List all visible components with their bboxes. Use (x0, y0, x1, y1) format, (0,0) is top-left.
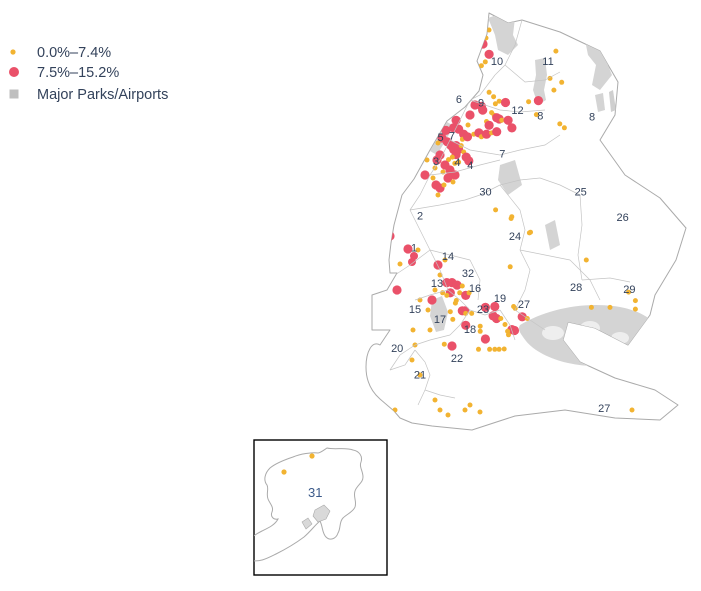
svg-text:7.5%–15.2%: 7.5%–15.2% (37, 65, 119, 81)
svg-text:30: 30 (479, 187, 491, 199)
svg-text:4: 4 (467, 160, 473, 172)
svg-text:29: 29 (623, 284, 635, 296)
svg-text:20: 20 (391, 343, 403, 355)
svg-text:7: 7 (449, 130, 455, 142)
svg-text:23: 23 (477, 304, 489, 316)
svg-text:5: 5 (438, 132, 444, 144)
svg-text:28: 28 (570, 282, 582, 294)
svg-text:10: 10 (491, 56, 503, 68)
svg-text:27: 27 (598, 403, 610, 415)
svg-text:11: 11 (542, 56, 553, 68)
svg-text:31: 31 (308, 485, 322, 500)
svg-text:26: 26 (616, 212, 628, 224)
svg-text:Major Parks/Airports: Major Parks/Airports (37, 87, 168, 103)
svg-text:8: 8 (537, 111, 543, 123)
svg-text:17: 17 (434, 314, 446, 326)
svg-text:0.0%–7.4%: 0.0%–7.4% (37, 45, 111, 61)
svg-text:12: 12 (511, 105, 523, 117)
svg-text:25: 25 (575, 187, 587, 199)
svg-text:16: 16 (469, 283, 481, 295)
svg-text:22: 22 (451, 353, 463, 365)
svg-text:6: 6 (456, 94, 462, 106)
svg-text:21: 21 (414, 369, 426, 381)
svg-text:4: 4 (454, 157, 460, 169)
svg-text:9: 9 (478, 98, 484, 110)
svg-text:7: 7 (499, 149, 505, 161)
svg-text:27: 27 (518, 299, 530, 311)
svg-text:13: 13 (431, 278, 443, 290)
svg-text:1: 1 (411, 242, 417, 254)
svg-text:3: 3 (433, 156, 439, 168)
svg-text:8: 8 (589, 111, 595, 123)
svg-text:15: 15 (409, 304, 421, 316)
svg-text:24: 24 (509, 231, 521, 243)
svg-text:2: 2 (417, 210, 423, 222)
svg-text:18: 18 (464, 324, 476, 336)
svg-text:19: 19 (494, 293, 506, 305)
svg-text:32: 32 (462, 268, 474, 280)
svg-text:14: 14 (442, 251, 454, 263)
